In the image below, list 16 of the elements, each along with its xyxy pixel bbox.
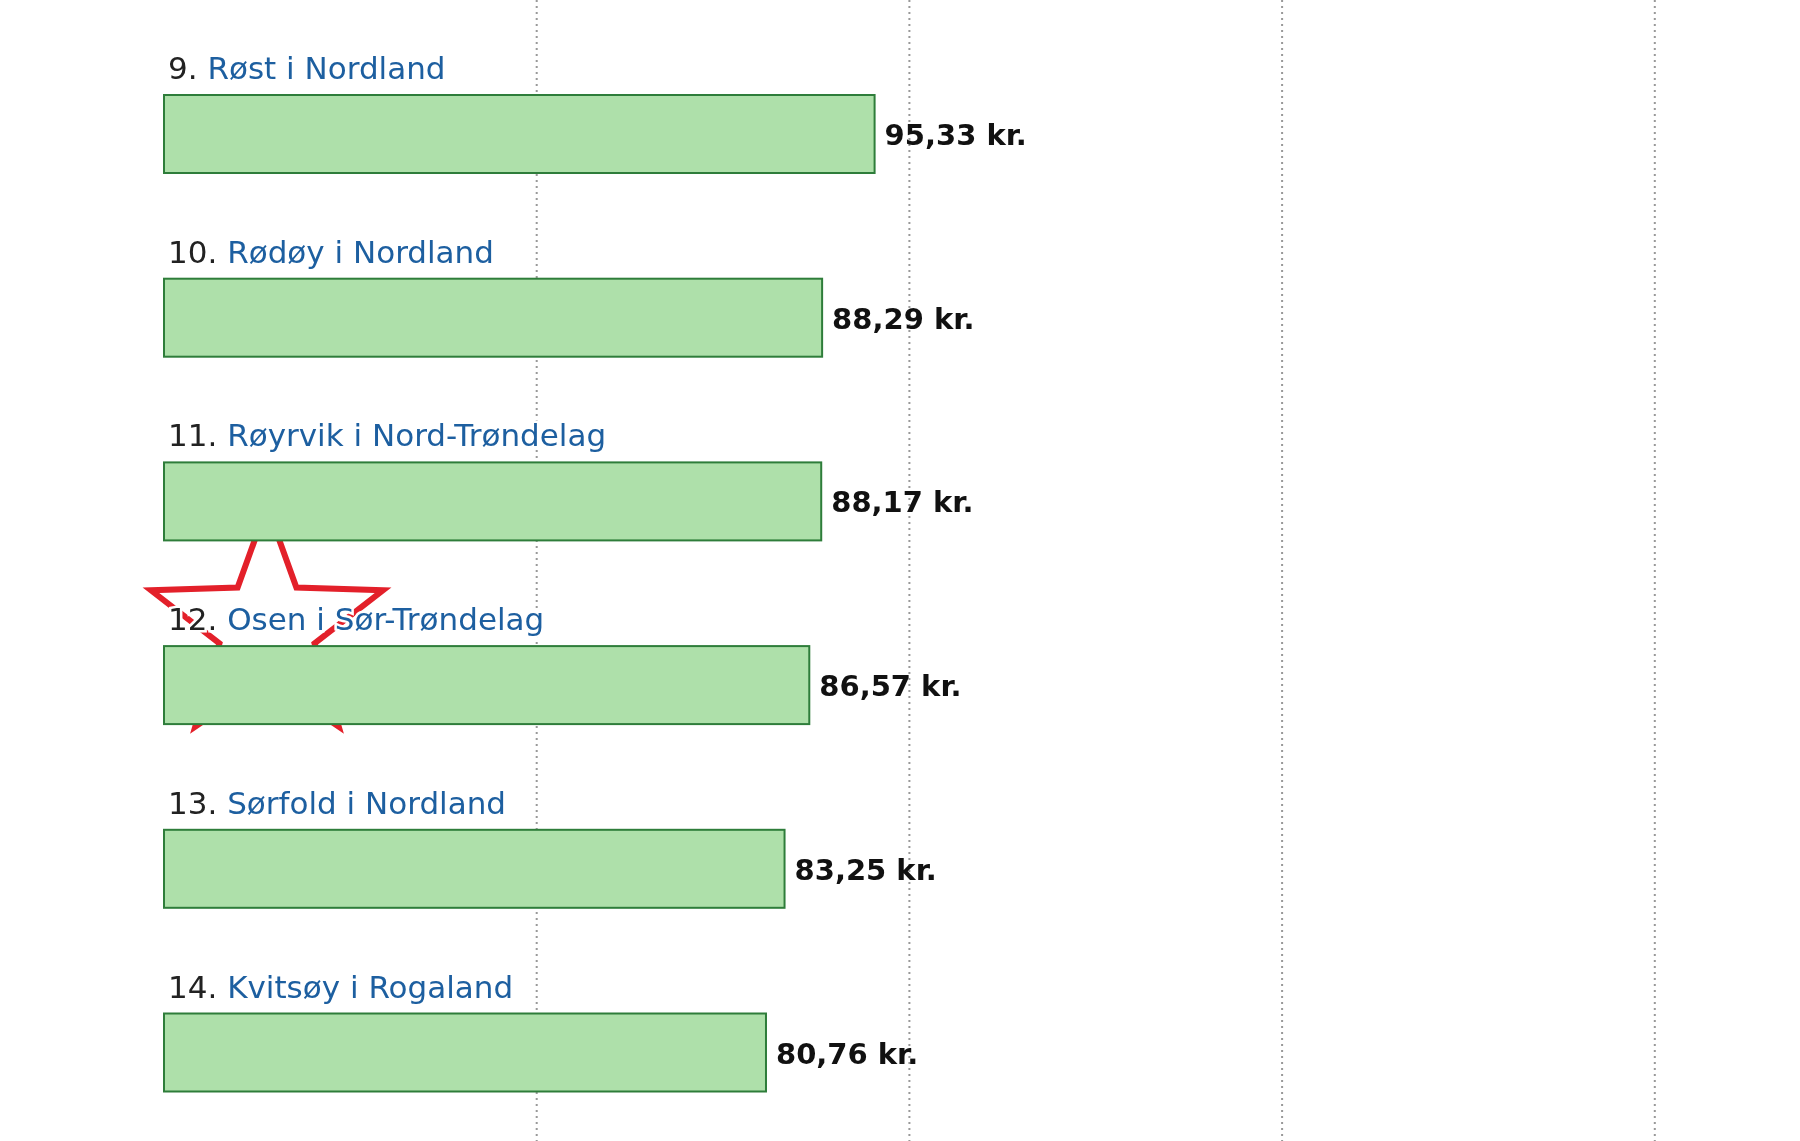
data-label: 83,25 kr. <box>794 852 937 887</box>
y-tick-label: 14. Kvitsøy i Rogaland <box>168 968 514 1005</box>
data-label: 88,29 kr. <box>832 301 975 336</box>
data-label: 88,17 kr. <box>831 485 974 520</box>
bar <box>163 461 823 542</box>
bar <box>163 1012 767 1093</box>
bar <box>163 94 876 174</box>
y-tick-label: 9. Røst i Nordland <box>168 50 446 86</box>
data-label: 95,33 kr. <box>884 118 1027 152</box>
data-label: 80,76 kr. <box>775 1036 919 1071</box>
data-label: 86,57 kr. <box>819 669 962 704</box>
y-tick-label: 11. Røyrvik i Nord-Trøndelag <box>168 417 607 454</box>
y-tick-label: 13. Sørfold i Nordland <box>168 784 507 821</box>
bar <box>163 277 824 358</box>
y-tick-label: 10. Rødøy i Nordland <box>168 233 494 270</box>
bar <box>163 828 786 909</box>
